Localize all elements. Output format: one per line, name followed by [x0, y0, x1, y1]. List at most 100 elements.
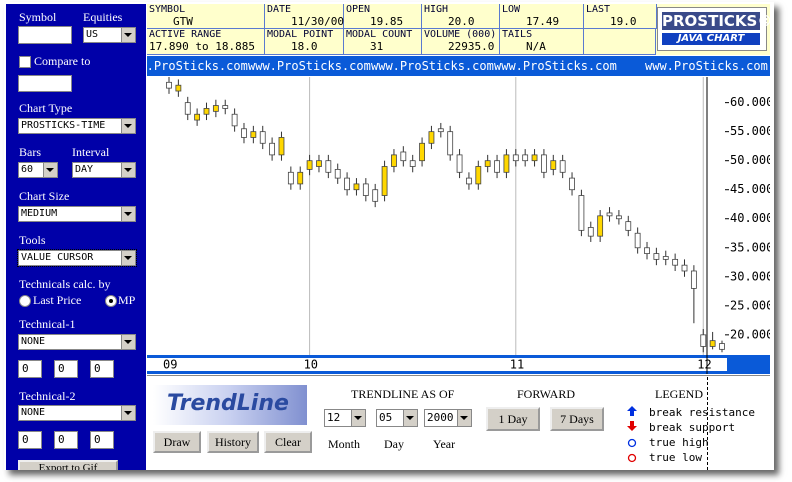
banner: www.ProSticks.com www.ProSticks.com www.…: [147, 56, 770, 76]
y-tick-label: 60.000: [730, 95, 770, 109]
quote-cell: LAST 19.0: [584, 4, 657, 29]
candle-body: [334, 168, 341, 179]
quote-cell: HIGH 20.0: [422, 4, 500, 29]
candle-body: [559, 160, 566, 173]
param-input[interactable]: 0: [54, 431, 78, 449]
select-value: PROSTICKS-TIME: [21, 120, 106, 131]
y-tick-label: 20.000: [730, 327, 770, 341]
candle-body: [194, 113, 201, 121]
banner-text: www.ProSticks.com: [371, 59, 494, 73]
y-tick-label: 25.000: [730, 298, 770, 312]
radio[interactable]: [19, 295, 31, 307]
quote-cell: OPEN 19.85: [344, 4, 422, 29]
candle-body: [522, 154, 529, 162]
interval-select[interactable]: DAY: [72, 162, 136, 178]
bars-select[interactable]: 60: [18, 162, 58, 178]
day-select[interactable]: 05: [376, 409, 418, 427]
logo-title: PROSTICKS®: [662, 12, 773, 30]
candle-body: [241, 128, 247, 138]
legend-item: true low: [649, 451, 702, 464]
field-label: SYMBOL: [149, 4, 186, 15]
candle-body: [587, 227, 594, 237]
x-axis-strip: [147, 358, 727, 371]
section-label: LEGEND: [655, 387, 703, 401]
tech1-select[interactable]: NONE: [18, 334, 136, 350]
price-chart: 20.000 25.000 30.000 35.000 40.000 45.000 50.0…: [147, 77, 770, 374]
candle-body: [625, 221, 632, 231]
candle-body: [353, 183, 360, 191]
param-input[interactable]: 0: [18, 360, 42, 378]
tools-select[interactable]: VALUE CURSOR: [17, 249, 137, 267]
candle-body: [466, 177, 472, 185]
history-button[interactable]: History: [207, 431, 259, 453]
candle-body: [306, 160, 313, 170]
quote-cell: VOLUME (000) 22935.0: [422, 29, 500, 55]
banner-text: www.ProSticks.com: [494, 59, 617, 73]
banner-text: www.ProSticks.com: [147, 59, 248, 73]
quote-cell: MODAL POINT 18.0: [265, 29, 344, 55]
field-label: TAILS: [502, 29, 533, 40]
field-label: MODAL COUNT: [346, 29, 413, 40]
field-value: 17.890 to 18.885: [149, 40, 255, 53]
month-select[interactable]: 12: [324, 409, 366, 427]
field-label: ACTIVE RANGE: [149, 29, 222, 40]
candle-body: [250, 131, 257, 138]
label: Interval: [72, 145, 110, 159]
candle-body: [531, 154, 538, 162]
empty-cell: [584, 29, 656, 55]
quote-cell: TAILS N/A: [500, 29, 584, 55]
candle-body: [400, 151, 407, 162]
candle-body: [269, 142, 276, 156]
x-tick-label: 11: [510, 358, 524, 372]
label: Technicals calc. by: [19, 277, 111, 291]
param-input[interactable]: 0: [90, 431, 114, 449]
draw-button[interactable]: Draw: [153, 431, 201, 453]
size-select[interactable]: MEDIUM: [18, 206, 136, 222]
legend-item: break support: [649, 421, 736, 434]
candle-body: [606, 212, 613, 217]
param-input[interactable]: 0: [90, 360, 114, 378]
candle-body: [494, 160, 500, 173]
select-value: NONE: [21, 407, 46, 418]
banner-text: www.ProSticks.com: [645, 59, 768, 73]
compare-checkbox[interactable]: [19, 56, 31, 68]
x-tick-label: 12: [697, 358, 711, 372]
x-tick-label: 09: [163, 358, 177, 372]
trendline-logo: TrendLine: [153, 385, 307, 425]
field-value: 22935.0: [448, 40, 495, 53]
candle-body: [709, 340, 716, 347]
tech2-select[interactable]: NONE: [18, 405, 136, 421]
chart-type-select[interactable]: PROSTICKS-TIME: [18, 118, 136, 134]
select-value: VALUE CURSOR: [21, 252, 94, 263]
clear-button[interactable]: Clear: [264, 431, 312, 453]
candle-body: [578, 195, 585, 231]
label: Tools: [19, 233, 46, 247]
candle-body: [184, 102, 191, 115]
param-input[interactable]: 0: [54, 360, 78, 378]
field-label: HIGH: [424, 4, 449, 15]
trendline-panel: TrendLine Draw History Clear TRENDLINE A…: [147, 375, 770, 470]
candle-body: [550, 160, 557, 170]
forward-button[interactable]: 1 Day: [486, 407, 540, 431]
candle-body: [700, 334, 707, 347]
export-button[interactable]: Export to Gif: [18, 460, 118, 470]
year-select[interactable]: 2000: [424, 409, 472, 427]
label: Year: [433, 437, 456, 451]
candle-body: [719, 343, 725, 350]
market-select[interactable]: US: [83, 27, 136, 43]
label: Technical-2: [19, 389, 76, 403]
quote-cell: SYMBOL GTW: [147, 4, 265, 29]
forward-button[interactable]: 7 Days: [550, 407, 604, 431]
param-input[interactable]: 0: [18, 431, 42, 449]
label: Chart Size: [19, 189, 70, 203]
select-value: 12: [327, 411, 341, 424]
select-value: US: [86, 29, 99, 40]
candle-body: [447, 131, 454, 156]
candle-body: [231, 113, 238, 127]
label: Compare to: [34, 54, 91, 68]
symbol-input[interactable]: [18, 26, 72, 44]
select-value: 05: [379, 411, 393, 424]
compare-input[interactable]: [18, 75, 72, 92]
radio-checked[interactable]: [105, 295, 117, 307]
field-value: GTW: [173, 15, 193, 28]
